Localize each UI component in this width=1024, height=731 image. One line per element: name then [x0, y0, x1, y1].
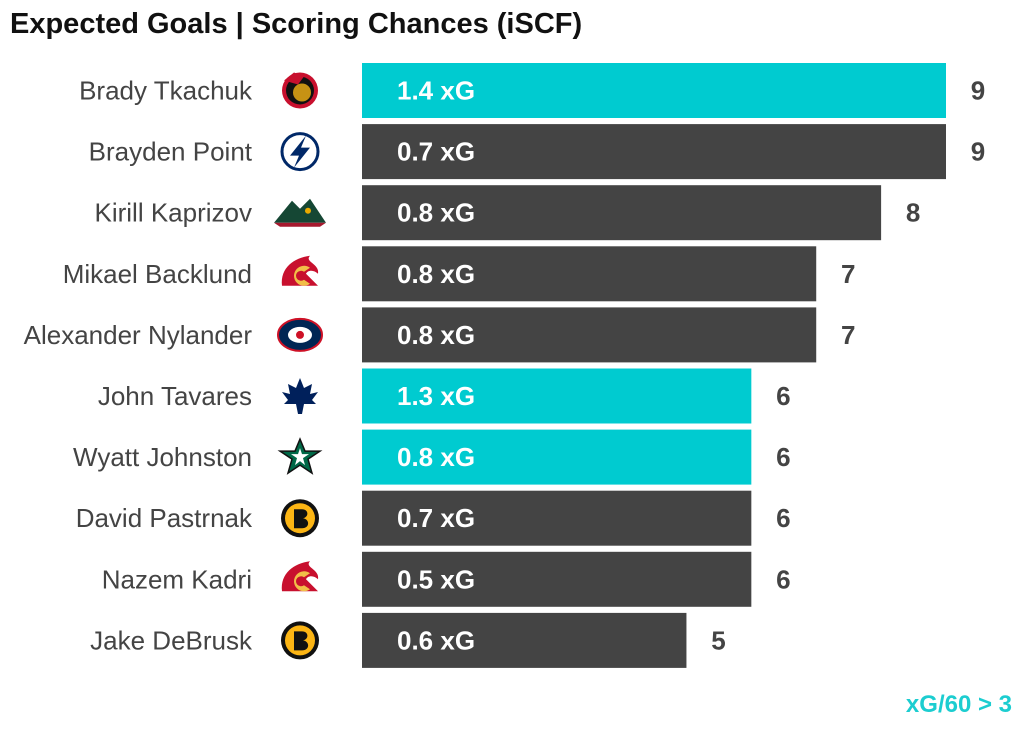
bar-xg-label: 0.8 xG [397, 198, 475, 228]
bar-value-label: 6 [776, 564, 790, 594]
bar [362, 63, 946, 118]
category-label: John Tavares [98, 381, 252, 411]
category-label: Alexander Nylander [24, 320, 253, 350]
bar-xg-label: 1.3 xG [397, 381, 475, 411]
bar-xg-label: 0.8 xG [397, 442, 475, 472]
category-label: Mikael Backlund [63, 259, 252, 289]
bar-value-label: 8 [906, 198, 920, 228]
category-label: Brayden Point [89, 137, 253, 167]
stars-logo-icon [277, 437, 323, 475]
bar-value-label: 6 [776, 503, 790, 533]
bar [362, 124, 946, 180]
category-label: Brady Tkachuk [79, 76, 253, 106]
bar-value-label: 6 [776, 442, 790, 472]
bar-value-label: 5 [711, 625, 725, 655]
bar [362, 368, 752, 424]
category-label: Wyatt Johnston [73, 442, 252, 472]
category-label: David Pastrnak [76, 503, 253, 533]
bar [362, 551, 752, 607]
category-label: Kirill Kaprizov [95, 198, 253, 228]
category-label: Jake DeBrusk [90, 625, 253, 655]
bruins-logo-icon [281, 621, 319, 660]
bar-xg-label: 0.6 xG [397, 625, 475, 655]
category-label: Nazem Kadri [102, 564, 252, 594]
bar-xg-label: 0.7 xG [397, 503, 475, 533]
bar-value-label: 7 [841, 320, 855, 350]
maple-leafs-logo-icon [282, 378, 318, 414]
flames-logo-icon [281, 561, 319, 592]
bar-xg-label: 0.8 xG [397, 320, 475, 350]
bar [362, 185, 882, 241]
lightning-logo-icon [280, 132, 320, 172]
bar [362, 246, 817, 302]
bar-value-label: 6 [776, 381, 790, 411]
bar-xg-label: 0.5 xG [397, 564, 475, 594]
senators-logo-icon [282, 72, 318, 109]
bar-xg-label: 0.8 xG [397, 259, 475, 289]
wild-logo-icon [274, 198, 326, 227]
bar [362, 307, 817, 363]
bar [362, 429, 752, 485]
chart-title: Expected Goals | Scoring Chances (iSCF) [10, 8, 583, 40]
bar-value-label: 7 [841, 259, 855, 289]
bar [362, 612, 687, 668]
bar-xg-label: 0.7 xG [397, 137, 475, 167]
bar [362, 490, 752, 546]
highlight-legend-note: xG/60 > 3 [905, 691, 1012, 718]
bar-value-label: 9 [971, 137, 985, 167]
bar-xg-label: 1.4 xG [397, 76, 475, 106]
flames-logo-icon [281, 255, 319, 286]
bruins-logo-icon [281, 499, 319, 538]
blue-jackets-logo-icon [277, 317, 323, 352]
bar-value-label: 9 [971, 76, 985, 106]
